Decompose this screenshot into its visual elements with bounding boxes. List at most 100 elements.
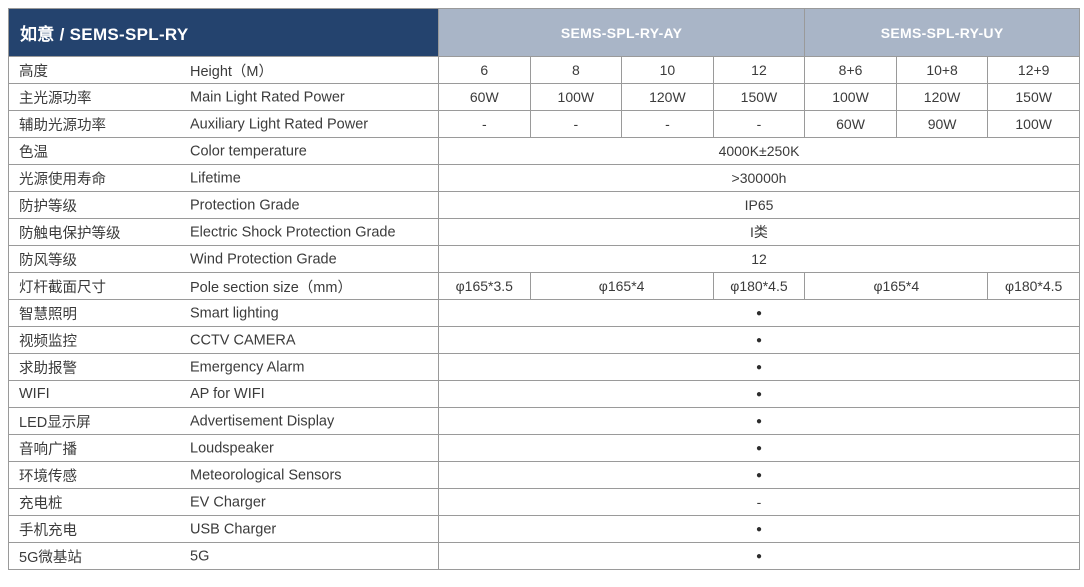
spec-value-cell: ● — [438, 326, 1080, 354]
spec-label-cell: 手机充电 USB Charger — [8, 515, 439, 543]
spec-label-cell: 防风等级 Wind Protection Grade — [8, 245, 439, 273]
spec-label-cell: 主光源功率 Main Light Rated Power — [8, 83, 439, 111]
spec-label-zh: WIFI — [19, 385, 50, 402]
spec-value-cell: >30000h — [438, 164, 1080, 192]
spec-value-cell: φ165*3.5 — [438, 272, 531, 300]
spec-label-en: Protection Grade — [190, 197, 300, 213]
spec-label-cell: 视频监控 CCTV CAMERA — [8, 326, 439, 354]
column-group-ay: SEMS-SPL-RY-AY — [437, 8, 806, 57]
spec-label-en: Pole section size（mm） — [190, 279, 352, 296]
spec-label-zh: 色温 — [19, 144, 48, 161]
spec-label-en: CCTV CAMERA — [190, 332, 296, 348]
spec-row: 智慧照明 Smart lighting ● — [8, 299, 1080, 327]
spec-value-cell: 12+9 — [987, 56, 1080, 84]
spec-label-en: USB Charger — [190, 521, 277, 537]
spec-value-cell: ● — [438, 407, 1080, 435]
spec-label-zh: 智慧照明 — [19, 306, 77, 323]
spec-label-en: EV Charger — [190, 494, 266, 510]
spec-label-cell: WIFI AP for WIFI — [8, 380, 439, 408]
spec-row: 5G微基站 5G ● — [8, 542, 1080, 570]
spec-value-cell: - — [712, 110, 806, 138]
spec-label-zh: 高度 — [19, 63, 48, 80]
spec-row: 防风等级 Wind Protection Grade 12 — [8, 245, 1080, 273]
spec-label-zh: 防护等级 — [19, 198, 77, 215]
spec-label-zh: 音响广播 — [19, 441, 77, 458]
spec-value-cell: φ165*4 — [529, 272, 714, 300]
spec-value-cell: 10 — [621, 56, 714, 84]
spec-value-cell: 150W — [712, 83, 806, 111]
spec-table-wrap: 如意 / SEMS-SPL-RY SEMS-SPL-RY-AY SEMS-SPL… — [8, 8, 1080, 570]
spec-row: 灯杆截面尺寸 Pole section size（mm） φ165*3.5 φ165*… — [8, 272, 1080, 300]
spec-label-zh: 防风等级 — [19, 252, 77, 269]
spec-label-cell: 智慧照明 Smart lighting — [8, 299, 439, 327]
spec-label-en: Advertisement Display — [190, 413, 335, 429]
spec-label-cell: 灯杆截面尺寸 Pole section size（mm） — [8, 272, 439, 300]
spec-label-zh: 辅助光源功率 — [19, 117, 106, 134]
spec-table-body: 高度 Height（M） 6 8 10 12 8+6 10+8 12+9 主光源功率 Main Li… — [8, 56, 1080, 570]
spec-value-cell: ● — [438, 434, 1080, 462]
spec-label-zh: 手机充电 — [19, 522, 77, 539]
spec-value-cell: ● — [438, 461, 1080, 489]
spec-value-cell: 100W — [804, 83, 897, 111]
page-title: 如意 / SEMS-SPL-RY — [8, 8, 439, 57]
spec-row: 辅助光源功率 Auxiliary Light Rated Power - - - -60W… — [8, 110, 1080, 138]
spec-label-cell: LED显示屏 Advertisement Display — [8, 407, 439, 435]
spec-label-cell: 防触电保护等级 Electric Shock Protection Grade — [8, 218, 439, 246]
column-group-uy: SEMS-SPL-RY-UY — [804, 8, 1080, 57]
spec-row: 环境传感 Meteorological Sensors ● — [8, 461, 1080, 489]
spec-table: 如意 / SEMS-SPL-RY SEMS-SPL-RY-AY SEMS-SPL… — [8, 8, 1080, 570]
spec-row: 求助报警 Emergency Alarm ● — [8, 353, 1080, 381]
spec-label-zh: 环境传感 — [19, 468, 77, 485]
spec-value-cell: 120W — [621, 83, 714, 111]
spec-label-en: Auxiliary Light Rated Power — [190, 116, 369, 132]
spec-label-en: Height（M） — [190, 63, 273, 80]
spec-value-cell: ● — [438, 299, 1080, 327]
spec-label-en: AP for WIFI — [190, 385, 265, 402]
spec-label-en: Main Light Rated Power — [190, 89, 345, 105]
spec-row: 色温 Color temperature 4000K±250K — [8, 137, 1080, 165]
spec-value-cell: 100W — [529, 83, 623, 111]
spec-label-cell: 音响广播 Loudspeaker — [8, 434, 439, 462]
spec-label-en: Smart lighting — [190, 305, 279, 321]
spec-value-cell: 10+8 — [895, 56, 989, 84]
spec-row: WIFI AP for WIFI ● — [8, 380, 1080, 408]
spec-label-cell: 充电桩 EV Charger — [8, 488, 439, 516]
spec-label-en: Loudspeaker — [190, 440, 274, 456]
spec-value-cell: 90W — [895, 110, 989, 138]
spec-label-zh: 防触电保护等级 — [19, 225, 121, 242]
spec-row: 防护等级 Protection Grade IP65 — [8, 191, 1080, 219]
spec-value-cell: ● — [438, 515, 1080, 543]
spec-value-cell: φ180*4.5 — [712, 272, 806, 300]
spec-value-cell: - — [621, 110, 714, 138]
spec-value-cell: 60W — [438, 83, 531, 111]
spec-value-cell: - — [438, 488, 1080, 516]
spec-label-cell: 5G微基站 5G — [8, 542, 439, 570]
spec-value-cell: 12 — [712, 56, 806, 84]
spec-value-cell: 6 — [438, 56, 531, 84]
spec-label-en: Color temperature — [190, 143, 307, 159]
spec-label-en: 5G — [190, 548, 210, 564]
spec-label-cell: 防护等级 Protection Grade — [8, 191, 439, 219]
spec-label-zh: 主光源功率 — [19, 90, 92, 107]
spec-label-cell: 辅助光源功率 Auxiliary Light Rated Power — [8, 110, 439, 138]
spec-value-cell: - — [438, 110, 531, 138]
spec-value-cell: IP65 — [438, 191, 1080, 219]
spec-label-cell: 光源使用寿命 Lifetime — [8, 164, 439, 192]
spec-value-cell: 100W — [987, 110, 1080, 138]
spec-value-cell: φ180*4.5 — [987, 272, 1080, 300]
spec-value-cell: ● — [438, 353, 1080, 381]
spec-label-cell: 求助报警 Emergency Alarm — [8, 353, 439, 381]
spec-row: 充电桩 EV Charger - — [8, 488, 1080, 516]
spec-label-zh: 充电桩 — [19, 495, 63, 512]
spec-label-zh: 5G微基站 — [19, 549, 82, 566]
spec-row: 音响广播 Loudspeaker ● — [8, 434, 1080, 462]
spec-row: 防触电保护等级 Electric Shock Protection Grade I类 — [8, 218, 1080, 246]
spec-label-cell: 高度 Height（M） — [8, 56, 439, 84]
spec-label-cell: 环境传感 Meteorological Sensors — [8, 461, 439, 489]
spec-value-cell: φ165*4 — [804, 272, 989, 300]
spec-value-cell: ● — [438, 542, 1080, 570]
spec-row: 高度 Height（M） 6 8 10 12 8+6 10+8 12+9 — [8, 56, 1080, 84]
spec-value-cell: ● — [438, 380, 1080, 408]
spec-row: 视频监控 CCTV CAMERA ● — [8, 326, 1080, 354]
